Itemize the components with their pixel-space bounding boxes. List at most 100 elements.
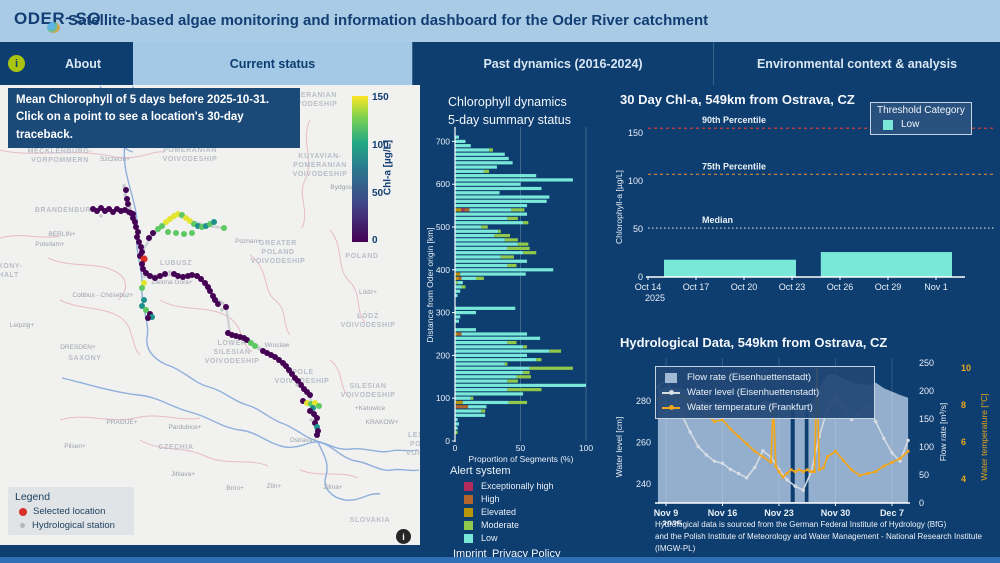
- chl-point[interactable]: [123, 187, 129, 193]
- bar-segment[interactable]: [455, 272, 461, 276]
- bar-segment[interactable]: [455, 366, 530, 370]
- chl-point[interactable]: [207, 288, 213, 294]
- bar-segment[interactable]: [455, 379, 508, 383]
- chl-point[interactable]: [139, 285, 145, 291]
- bar-segment[interactable]: [455, 349, 550, 353]
- bar-segment[interactable]: [455, 315, 461, 319]
- bar-segment[interactable]: [455, 400, 463, 405]
- bar-segment[interactable]: [455, 426, 458, 430]
- bar-segment[interactable]: [455, 413, 486, 417]
- chl-point[interactable]: [215, 301, 221, 307]
- chl-point[interactable]: [173, 230, 179, 236]
- chl-point[interactable]: [189, 272, 195, 278]
- catchment-map[interactable]: MECKLENBURG- VORPOMMERN POMERANIAN VOIVODES…: [0, 85, 420, 545]
- bar-segment[interactable]: [455, 409, 482, 413]
- chl-point[interactable]: [180, 274, 186, 280]
- bar-segment[interactable]: [455, 152, 505, 156]
- bar-segment[interactable]: [455, 161, 513, 165]
- bar-segment[interactable]: [455, 276, 459, 280]
- chl-point[interactable]: [139, 261, 145, 267]
- chla-block[interactable]: [820, 252, 952, 277]
- chl-point[interactable]: [134, 234, 140, 240]
- map-attribution-icon[interactable]: i: [396, 529, 411, 544]
- chl-point[interactable]: [138, 244, 144, 250]
- bar-segment[interactable]: [457, 281, 463, 285]
- bar-segment[interactable]: [549, 349, 562, 353]
- chl-point[interactable]: [165, 229, 171, 235]
- bar-segment[interactable]: [455, 135, 459, 139]
- bar-segment[interactable]: [507, 340, 517, 345]
- bar-segment[interactable]: [481, 225, 488, 229]
- bar-segment[interactable]: [500, 255, 514, 259]
- bar-segment[interactable]: [455, 251, 524, 255]
- bar-segment[interactable]: [455, 195, 550, 199]
- bar-segment[interactable]: [498, 229, 501, 233]
- bar-segment[interactable]: [455, 306, 516, 310]
- chl-point[interactable]: [252, 343, 258, 349]
- bar-segment[interactable]: [455, 178, 573, 182]
- bar-segment[interactable]: [523, 370, 530, 375]
- bar-segment[interactable]: [455, 225, 482, 229]
- bar-segment[interactable]: [455, 191, 500, 195]
- bar-segment[interactable]: [455, 174, 537, 178]
- bar-segment[interactable]: [455, 358, 537, 362]
- info-icon[interactable]: i: [8, 55, 25, 72]
- chl-point[interactable]: [307, 392, 313, 398]
- info-button[interactable]: i: [0, 42, 33, 85]
- bar-segment[interactable]: [455, 221, 524, 225]
- bar-segment[interactable]: [481, 409, 486, 413]
- tab-current-status[interactable]: Current status: [133, 42, 412, 85]
- bar-segment[interactable]: [455, 148, 490, 152]
- bar-segment[interactable]: [460, 272, 526, 276]
- bar-segment[interactable]: [455, 268, 554, 272]
- bar-segment[interactable]: [516, 375, 531, 379]
- bar-segment[interactable]: [455, 285, 462, 289]
- chl-point[interactable]: [223, 304, 229, 310]
- bar-segment[interactable]: [475, 276, 484, 280]
- chl-point[interactable]: [135, 229, 141, 235]
- bar-segment[interactable]: [455, 259, 528, 263]
- tab-environmental-context[interactable]: Environmental context & analysis: [713, 42, 1000, 85]
- chl-point[interactable]: [159, 223, 165, 229]
- chl-point[interactable]: [136, 239, 142, 245]
- tab-about[interactable]: About: [64, 56, 102, 71]
- bar-segment[interactable]: [455, 263, 508, 268]
- chl-point[interactable]: [141, 297, 147, 303]
- bar-segment[interactable]: [455, 246, 508, 250]
- bar-segment[interactable]: [507, 388, 542, 392]
- bar-segment[interactable]: [461, 208, 465, 212]
- bar-segment[interactable]: [455, 345, 524, 349]
- bar-segment[interactable]: [455, 242, 518, 246]
- chla-blocks[interactable]: [664, 252, 952, 277]
- bar-segment[interactable]: [536, 358, 542, 362]
- bar-segment[interactable]: [455, 319, 459, 323]
- chl-point[interactable]: [143, 307, 149, 313]
- chla-block[interactable]: [664, 259, 796, 277]
- bar-segment[interactable]: [455, 144, 471, 148]
- bar-segment[interactable]: [455, 375, 517, 379]
- chl-point[interactable]: [150, 230, 156, 236]
- bar-segment[interactable]: [455, 422, 459, 426]
- bar-segment[interactable]: [455, 388, 508, 392]
- chl-point[interactable]: [198, 276, 204, 282]
- selected-location-point[interactable]: [140, 255, 148, 263]
- bar-segment[interactable]: [455, 186, 542, 191]
- bar-segment[interactable]: [523, 221, 529, 225]
- bar-segment[interactable]: [455, 216, 508, 221]
- chl-point[interactable]: [175, 273, 181, 279]
- bar-segment[interactable]: [507, 263, 517, 268]
- bar-segment[interactable]: [455, 405, 469, 409]
- bar-segment[interactable]: [523, 345, 528, 349]
- segment-bars[interactable]: [455, 135, 586, 435]
- bar-segment[interactable]: [455, 383, 586, 387]
- tab-past-dynamics[interactable]: Past dynamics (2016-2024): [412, 42, 713, 85]
- bar-segment[interactable]: [455, 139, 466, 143]
- bar-segment[interactable]: [455, 328, 476, 332]
- bar-segment[interactable]: [504, 362, 508, 366]
- bar-segment[interactable]: [455, 418, 458, 422]
- bar-segment[interactable]: [455, 332, 458, 336]
- bar-segment[interactable]: [455, 165, 497, 169]
- chl-point[interactable]: [125, 201, 131, 207]
- bar-segment[interactable]: [461, 332, 528, 336]
- bar-segment[interactable]: [504, 238, 518, 242]
